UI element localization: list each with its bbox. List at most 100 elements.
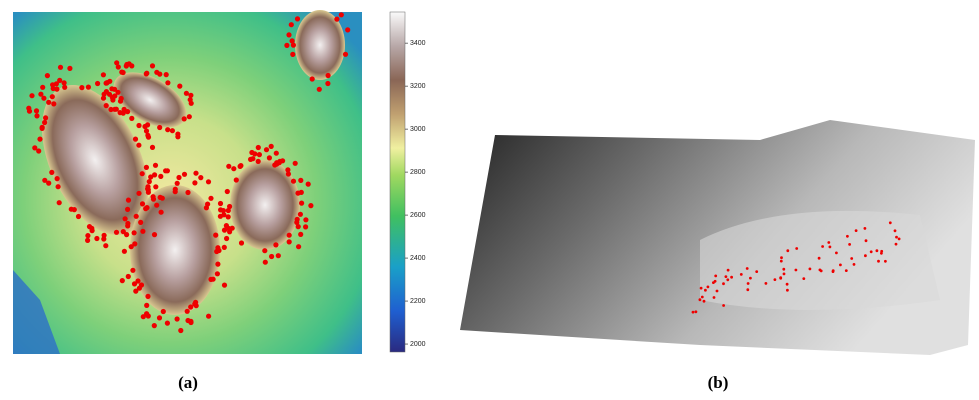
sample-point [152, 232, 157, 237]
sample-point [103, 243, 108, 248]
sample-point [170, 128, 175, 133]
sample-point [85, 238, 90, 243]
sample-point [226, 164, 231, 169]
sample-point [165, 321, 170, 326]
sample-point [256, 159, 261, 164]
sample-point [835, 252, 838, 255]
sample-point [45, 73, 50, 78]
sample-point [189, 101, 194, 106]
sample-point [136, 191, 141, 196]
sample-point [213, 233, 218, 238]
sample-point [222, 245, 227, 250]
sample-point [154, 203, 159, 208]
sample-point [703, 300, 706, 303]
sample-point [125, 207, 130, 212]
sample-point [185, 318, 190, 323]
sample-point [846, 235, 849, 238]
sample-point [160, 196, 165, 201]
sample-point [699, 298, 702, 301]
sample-point [125, 223, 130, 228]
sample-point [135, 278, 140, 283]
sample-point [853, 263, 856, 266]
sample-point [29, 93, 34, 98]
sample-point [120, 278, 125, 283]
sample-point [795, 247, 798, 250]
sample-point [334, 17, 339, 22]
sample-point [146, 135, 151, 140]
sample-point [345, 27, 350, 32]
sample-point [713, 296, 716, 299]
sample-point [46, 100, 51, 105]
sample-point [272, 162, 277, 167]
caption: (b) [708, 373, 729, 392]
sample-point [264, 147, 269, 152]
sample-point [864, 227, 867, 230]
sample-point [343, 52, 348, 57]
sample-point [716, 290, 719, 293]
sample-point [864, 254, 867, 257]
sample-point [90, 228, 95, 233]
sample-point [774, 278, 777, 281]
sample-point [818, 257, 821, 260]
sample-point [722, 282, 725, 285]
sample-point [147, 179, 152, 184]
sample-point [231, 166, 236, 171]
sample-point [227, 204, 232, 209]
sample-point [845, 269, 848, 272]
sample-point [286, 32, 291, 37]
sample-point [153, 184, 158, 189]
sample-point [51, 86, 56, 91]
sample-point [877, 260, 880, 263]
sample-point [62, 80, 67, 85]
sample-point [129, 63, 134, 68]
sample-point [287, 233, 292, 238]
sample-point [295, 16, 300, 21]
tick-label: 3200 [410, 83, 426, 90]
sample-point [299, 201, 304, 206]
sample-point [114, 230, 119, 235]
sample-point [802, 277, 805, 280]
sample-point [34, 113, 39, 118]
sample-point [208, 196, 213, 201]
sample-point [104, 103, 109, 108]
sample-point [780, 256, 783, 259]
sample-point [157, 315, 162, 320]
caption-text: (a) [178, 373, 198, 392]
sample-point [225, 189, 230, 194]
sample-point [273, 242, 278, 247]
sample-point [79, 85, 84, 90]
sample-point [139, 282, 144, 287]
sample-point [865, 239, 868, 242]
sample-point [725, 275, 728, 278]
sample-point [839, 264, 842, 267]
sample-point [144, 71, 149, 76]
sample-point [714, 275, 717, 278]
sample-point [134, 214, 139, 219]
sample-point [239, 240, 244, 245]
sample-point [695, 310, 698, 313]
sample-point [222, 228, 227, 233]
sample-point [125, 109, 130, 114]
sample-point [780, 260, 783, 263]
sample-point [37, 137, 42, 142]
sample-point [317, 87, 322, 92]
sample-point [198, 175, 203, 180]
sample-point [821, 245, 824, 248]
sample-point [46, 181, 51, 186]
sample-point [175, 316, 180, 321]
sample-point [175, 134, 180, 139]
sample-point [222, 283, 227, 288]
sample-point [146, 313, 151, 318]
sample-point [876, 249, 879, 252]
sample-point [765, 282, 768, 285]
sample-point [164, 72, 169, 77]
sample-point [187, 114, 192, 119]
sample-point [848, 243, 851, 246]
sample-point [895, 243, 898, 246]
sample-point [118, 99, 123, 104]
sample-point [306, 182, 311, 187]
sample-point [884, 260, 887, 263]
sample-point [894, 229, 897, 232]
sample-point [107, 79, 112, 84]
